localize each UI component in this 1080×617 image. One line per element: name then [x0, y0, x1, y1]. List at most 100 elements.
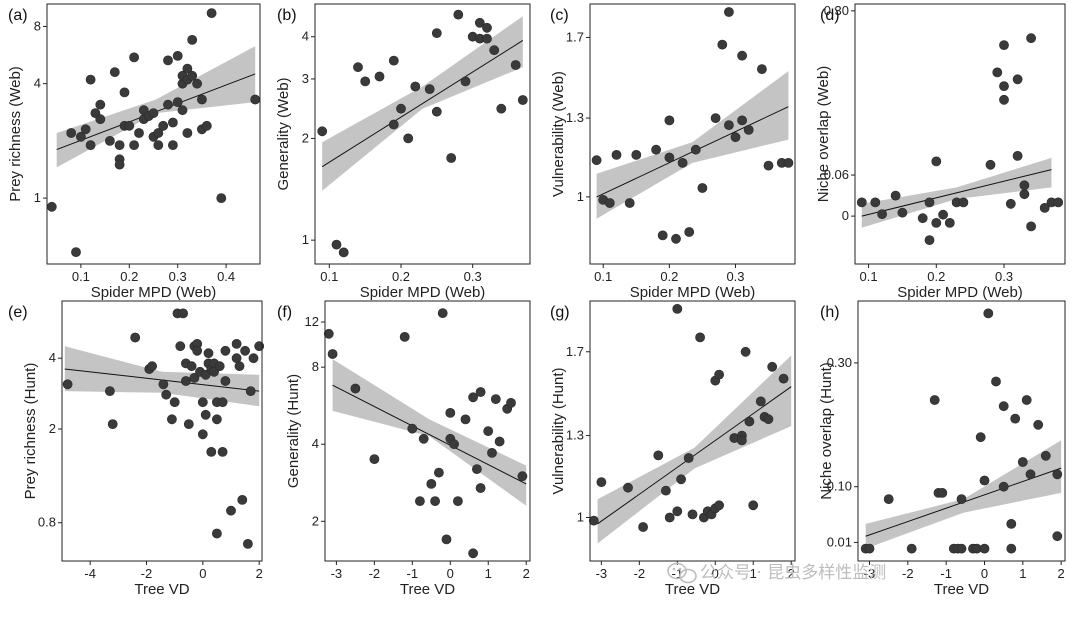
confidence-band [596, 71, 789, 219]
data-point [730, 132, 741, 143]
plot-frame [854, 3, 1066, 265]
data-point [217, 397, 228, 408]
data-point [172, 97, 183, 107]
data-point [206, 8, 217, 18]
panel-label: (b) [277, 7, 297, 24]
x-tick-label: 0.1 [72, 269, 90, 284]
x-tick-label: 0.2 [120, 269, 138, 284]
y-tick-label: 0.8 [38, 515, 56, 530]
x-tick-label: 1 [485, 566, 492, 581]
data-point [214, 361, 225, 372]
x-axis-label: Spider MPD (Web) [897, 284, 1023, 301]
data-point [596, 477, 607, 487]
data-point [664, 152, 675, 163]
data-point [588, 515, 599, 526]
data-point [95, 99, 106, 110]
data-point [517, 95, 528, 105]
data-point [424, 84, 435, 94]
data-point [95, 114, 106, 125]
y-axis-label: Prey richness (Web) [7, 66, 24, 202]
x-axis-label: Tree VD [400, 581, 455, 598]
data-point [763, 160, 774, 171]
data-point [147, 361, 157, 372]
data-point [350, 383, 361, 394]
plot-frame [46, 3, 261, 265]
data-point [1025, 469, 1036, 480]
x-tick-label: 2 [1058, 566, 1065, 581]
data-point [856, 197, 867, 208]
x-tick-label: 0.3 [169, 269, 187, 284]
data-point [248, 353, 259, 364]
data-point [80, 124, 91, 135]
data-point [494, 436, 505, 447]
data-point [695, 332, 705, 343]
x-tick-label: -3 [864, 566, 876, 581]
y-axis-label: Vulnerability (Web) [550, 71, 567, 197]
data-point [664, 512, 675, 523]
data-point [737, 115, 747, 126]
data-point [182, 128, 193, 138]
x-tick-label: 1 [1019, 566, 1026, 581]
data-point [631, 149, 642, 160]
data-point [757, 64, 767, 74]
data-point [604, 198, 615, 208]
data-point [1019, 189, 1030, 200]
data-point [684, 227, 695, 237]
data-point [124, 120, 135, 131]
y-axis-label: Prey richness (Hunt) [22, 363, 39, 500]
y-tick-label: 8 [312, 359, 319, 374]
data-point [105, 135, 115, 146]
data-point [487, 447, 497, 458]
y-tick-label: 0.01 [827, 534, 852, 549]
data-point [672, 303, 683, 314]
data-point [1012, 150, 1023, 161]
data-point [338, 247, 349, 258]
data-point [664, 115, 675, 126]
x-tick-label: 0.2 [660, 269, 678, 284]
y-tick-label: 4 [302, 29, 309, 44]
data-point [638, 522, 648, 532]
plot-frame [857, 300, 1066, 562]
data-point [148, 108, 159, 118]
data-point [906, 543, 917, 554]
data-point [1053, 197, 1064, 208]
data-point [186, 361, 197, 372]
data-point [216, 193, 227, 203]
data-point [430, 496, 440, 506]
x-tick-label: 0 [447, 566, 454, 581]
data-point [1040, 450, 1051, 461]
data-point [109, 67, 120, 77]
confidence-band [865, 440, 1062, 549]
panel-7: -3 -2 -1 0 1 2 1 1.3 1.7 Tree VD Vulnerability (Hu… [550, 300, 796, 598]
x-axis-label: Spider MPD (Web) [91, 284, 217, 301]
data-point [683, 453, 694, 463]
data-point [490, 394, 501, 404]
data-point [245, 386, 256, 396]
plot-frame [61, 300, 263, 562]
y-tick-label: 12 [305, 314, 319, 329]
data-point [242, 539, 253, 549]
y-tick-label: 0.30 [827, 355, 852, 370]
panel-label: (c) [550, 7, 569, 24]
data-point [203, 348, 214, 359]
data-point [506, 397, 516, 408]
x-tick-label: 0.3 [464, 269, 482, 284]
y-axis-label: Niche overlap (Web) [815, 66, 832, 202]
panel-label: (d) [820, 7, 840, 24]
data-point [877, 209, 887, 219]
data-point [449, 439, 459, 450]
y-axis-label: Generality (Hunt) [285, 374, 302, 488]
x-tick-label: -1 [672, 566, 684, 581]
data-point [937, 487, 948, 498]
data-point [743, 124, 754, 135]
data-point [172, 51, 183, 61]
data-point [1006, 543, 1017, 554]
data-point [956, 543, 967, 554]
x-tick-label: 0 [981, 566, 988, 581]
data-point [418, 433, 429, 444]
plot-frame [589, 3, 796, 265]
data-point [407, 423, 418, 434]
x-axis-label: Tree VD [665, 581, 720, 598]
data-point [999, 40, 1009, 50]
y-tick-label: 0.30 [824, 3, 849, 18]
